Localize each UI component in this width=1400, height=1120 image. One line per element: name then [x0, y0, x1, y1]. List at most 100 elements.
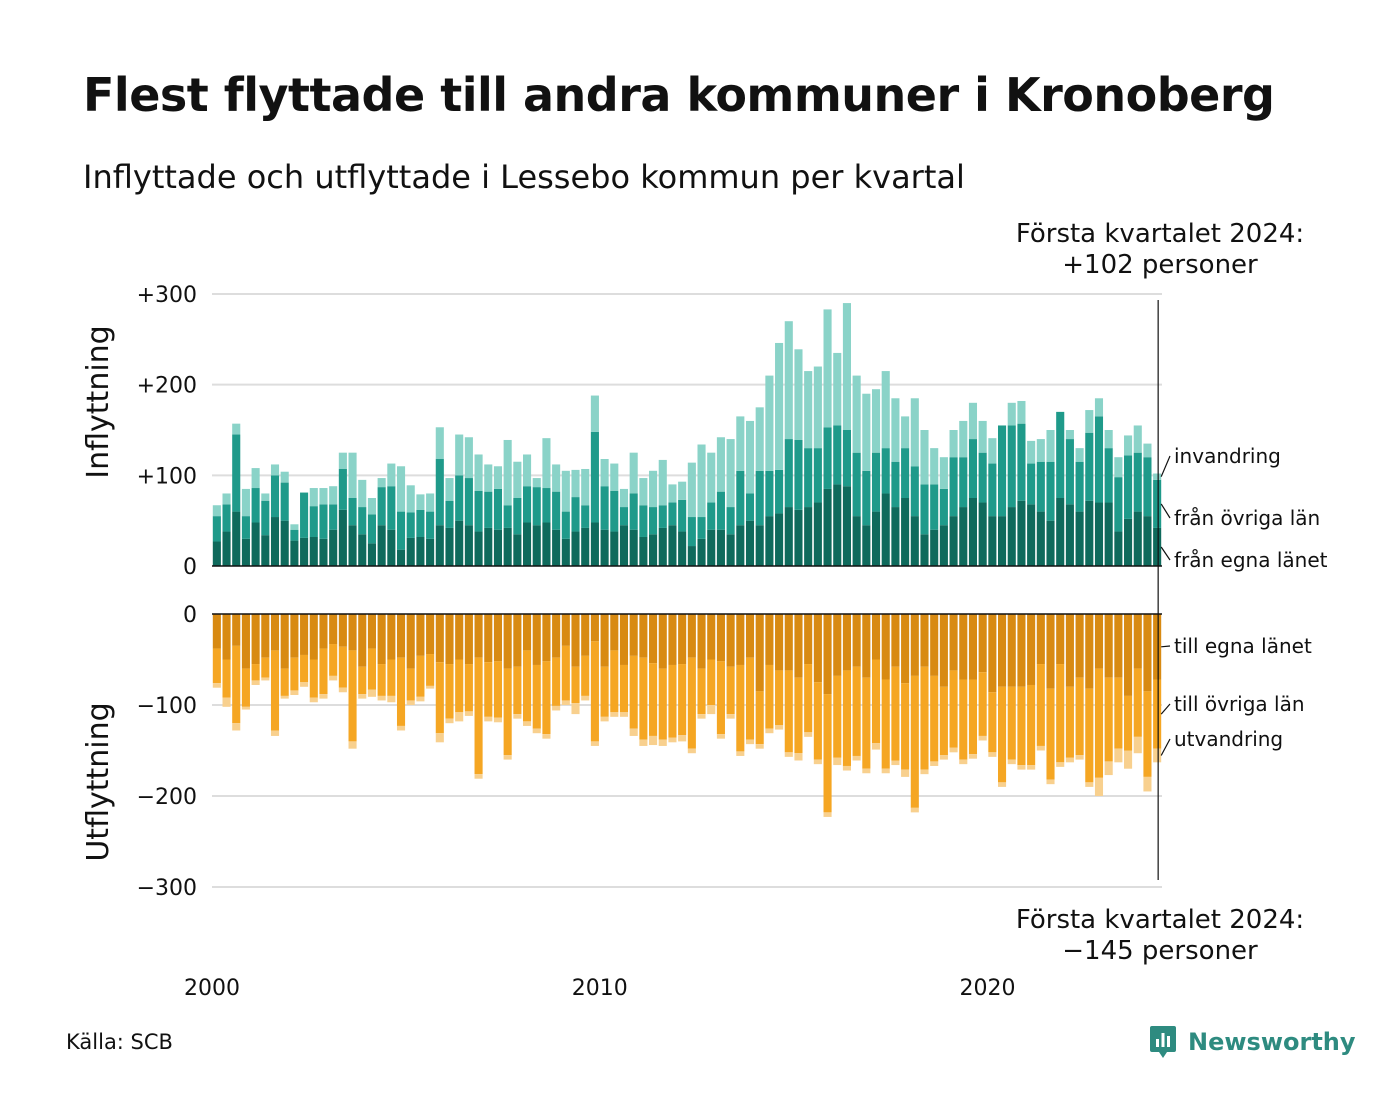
bar-in-egna — [1065, 504, 1074, 566]
bar-out-ovriga — [687, 657, 696, 749]
bar-out-ovriga — [1075, 677, 1084, 756]
bar-out-ovriga — [503, 668, 512, 756]
bar-in-egna — [435, 525, 444, 566]
bar-in-egna — [949, 516, 958, 566]
bar-in-invandring — [590, 395, 599, 432]
bar-out-utvandring — [639, 739, 648, 746]
bar-out-egna — [552, 614, 561, 658]
bar-in-ovriga — [1046, 461, 1055, 521]
bar-out-utvandring — [222, 697, 231, 707]
bar-out-ovriga — [978, 672, 987, 736]
bar-in-ovriga — [270, 475, 280, 518]
bar-in-invandring — [1065, 430, 1074, 440]
bar-in-invandring — [212, 505, 221, 517]
bar-in-egna — [532, 525, 541, 566]
bar-out-ovriga — [261, 657, 270, 678]
bar-in-invandring — [270, 464, 280, 476]
bar-out-egna — [503, 614, 512, 669]
bar-in-invandring — [561, 470, 570, 512]
bar-out-egna — [755, 614, 764, 692]
bar-in-egna — [998, 516, 1007, 566]
bar-in-ovriga — [1104, 448, 1113, 503]
bar-in-invandring — [600, 459, 609, 487]
bar-in-invandring — [222, 493, 231, 505]
bar-out-ovriga — [1065, 686, 1074, 758]
bar-out-utvandring — [1027, 765, 1036, 770]
bar-in-ovriga — [251, 488, 260, 523]
bar-in-ovriga — [523, 486, 532, 523]
bar-out-ovriga — [542, 661, 551, 735]
bar-out-ovriga — [736, 664, 745, 752]
bar-out-egna — [765, 614, 774, 665]
bar-out-ovriga — [619, 664, 629, 713]
bar-in-invandring — [687, 462, 696, 518]
series-label-out-ovriga: till övriga län — [1174, 692, 1305, 716]
bar-in-egna — [358, 534, 367, 566]
bar-in-ovriga — [794, 439, 803, 510]
bar-out-ovriga — [300, 654, 309, 683]
bar-out-ovriga — [968, 679, 978, 755]
bar-out-egna — [1007, 614, 1016, 687]
newsworthy-logo: Newsworthy — [1148, 1024, 1356, 1060]
bar-in-invandring — [232, 423, 241, 435]
bar-in-egna — [1143, 516, 1152, 566]
bar-out-ovriga — [222, 659, 231, 698]
bar-in-invandring — [552, 464, 561, 492]
bar-out-utvandring — [309, 697, 318, 703]
bar-out-egna — [319, 614, 328, 649]
bar-in-ovriga — [1153, 479, 1162, 528]
bar-in-egna — [813, 502, 822, 566]
series-label-out-utvandring: utvandring — [1174, 727, 1283, 751]
bar-out-utvandring — [842, 765, 851, 771]
bar-in-invandring — [329, 486, 338, 505]
bar-out-egna — [1036, 614, 1045, 665]
bar-out-utvandring — [920, 769, 929, 775]
bar-out-egna — [513, 614, 522, 667]
bar-in-ovriga — [804, 448, 813, 508]
bar-in-ovriga — [716, 491, 725, 530]
series-label-leader-in — [1160, 503, 1171, 519]
bar-in-ovriga — [455, 475, 464, 521]
bar-out-ovriga — [678, 664, 687, 736]
bar-in-egna — [290, 540, 299, 566]
bar-out-utvandring — [455, 712, 464, 722]
bar-out-utvandring — [571, 703, 580, 715]
bar-in-egna — [891, 507, 900, 566]
bar-in-invandring — [852, 375, 861, 453]
bar-in-invandring — [445, 478, 454, 501]
bar-in-invandring — [464, 437, 473, 479]
bar-out-ovriga — [891, 666, 900, 761]
bar-out-ovriga — [697, 668, 706, 715]
bar-out-utvandring — [513, 714, 522, 719]
bar-out-utvandring — [619, 712, 629, 717]
bar-out-ovriga — [280, 668, 289, 696]
bar-out-egna — [358, 614, 367, 667]
bar-in-egna — [1056, 498, 1065, 566]
bar-in-invandring — [939, 457, 948, 489]
bar-out-ovriga — [474, 657, 483, 775]
bar-in-egna — [581, 527, 590, 566]
bar-in-egna — [571, 531, 580, 566]
bar-in-egna — [736, 525, 745, 566]
bar-out-egna — [745, 614, 755, 658]
bar-out-egna — [1056, 614, 1065, 665]
bar-out-egna — [823, 614, 832, 695]
bar-out-utvandring — [988, 752, 997, 757]
bar-in-egna — [1085, 500, 1094, 566]
bar-in-egna — [1114, 531, 1123, 566]
bar-out-ovriga — [319, 648, 328, 695]
bar-in-egna — [1017, 500, 1026, 566]
bar-in-invandring — [678, 481, 687, 500]
bar-in-invandring — [416, 494, 425, 510]
bar-in-egna — [726, 534, 735, 566]
bar-in-egna — [474, 531, 483, 566]
bar-in-ovriga — [959, 457, 968, 508]
bar-out-ovriga — [901, 683, 910, 770]
bar-in-ovriga — [939, 488, 948, 526]
bar-out-utvandring — [1065, 757, 1074, 763]
bar-in-ovriga — [367, 514, 376, 544]
bar-out-ovriga — [1017, 686, 1026, 766]
bar-in-egna — [988, 516, 997, 566]
bar-out-ovriga — [552, 657, 561, 706]
bar-out-egna — [871, 614, 881, 660]
